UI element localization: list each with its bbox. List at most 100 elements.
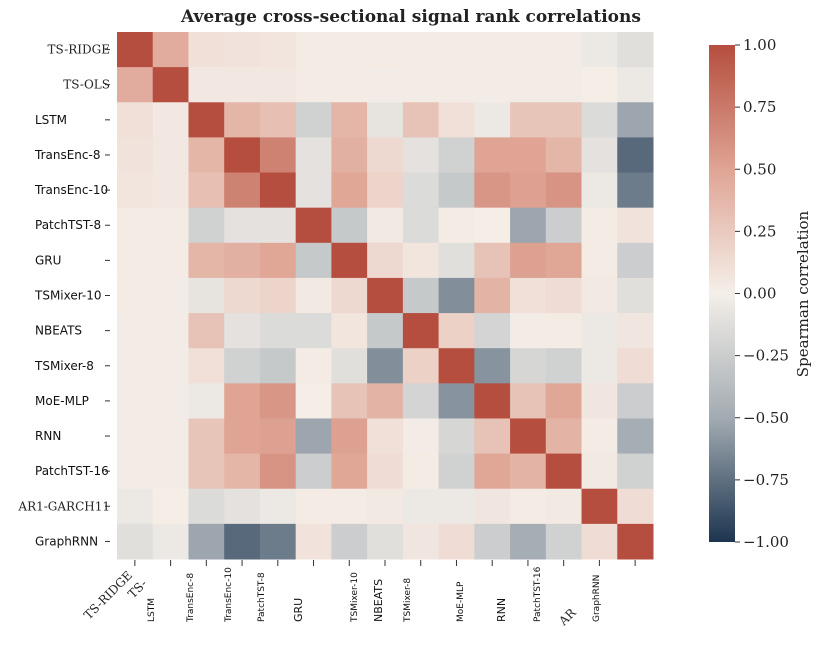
y-tick-label: MoE-MLP — [35, 394, 89, 408]
cell-2-3 — [224, 102, 261, 138]
cell-5-0 — [117, 207, 154, 244]
cell-0-14 — [617, 32, 654, 68]
cell-6-0 — [117, 242, 154, 279]
cell-8-14 — [617, 313, 654, 349]
y-tick-label: TSMixer-10 — [34, 289, 102, 303]
cell-14-2 — [188, 523, 225, 560]
cell-13-9 — [438, 488, 475, 525]
cell-2-14 — [617, 102, 654, 138]
cell-3-1 — [152, 137, 189, 174]
cell-14-13 — [581, 523, 618, 560]
cell-10-3 — [224, 383, 261, 419]
cell-7-3 — [224, 277, 261, 314]
cell-8-13 — [581, 313, 618, 349]
cell-13-1 — [152, 488, 189, 525]
cell-12-4 — [259, 453, 297, 490]
cell-7-14 — [617, 277, 654, 314]
colorbar-tick-label: −0.75 — [743, 471, 789, 489]
cell-3-10 — [474, 137, 511, 174]
cell-12-10 — [474, 453, 511, 490]
cell-5-2 — [188, 207, 225, 244]
cell-12-14 — [617, 453, 654, 490]
cell-5-12 — [545, 207, 583, 244]
cell-1-6 — [331, 67, 368, 103]
cell-5-5 — [295, 207, 332, 244]
cell-4-13 — [581, 172, 618, 209]
x-tick-label: TSMixer-10 — [350, 572, 360, 623]
x-tick-label: MoE-MLP — [456, 581, 466, 622]
cell-1-0 — [117, 67, 154, 103]
colorbar-ticks: 1.00 0.75 0.50 0.25 0.00 −0.25 −0.50 −0.75 −1.00 — [735, 36, 789, 551]
y-tick-label: TransEnc-10 — [34, 183, 108, 197]
x-tick-label: PatchTST-16 — [533, 566, 543, 622]
cell-14-5 — [295, 523, 332, 560]
cell-1-2 — [188, 67, 225, 103]
heatmap-cells — [117, 32, 654, 560]
x-tick-label: PatchTST-8 — [257, 572, 267, 622]
cell-13-0 — [117, 488, 154, 525]
cell-4-6 — [331, 172, 368, 209]
cell-0-13 — [581, 32, 618, 68]
cell-4-2 — [188, 172, 225, 209]
cell-12-1 — [152, 453, 189, 490]
y-tick-label: GraphRNN — [35, 534, 98, 548]
cell-5-1 — [152, 207, 189, 244]
cell-9-1 — [152, 348, 189, 384]
cell-14-1 — [152, 523, 189, 560]
x-tick-label: TSMixer-8 — [403, 578, 413, 623]
cell-11-6 — [331, 418, 368, 455]
cell-2-0 — [117, 102, 154, 138]
cell-10-4 — [259, 383, 297, 419]
cell-11-12 — [545, 418, 583, 455]
cell-3-12 — [545, 137, 583, 174]
cell-2-13 — [581, 102, 618, 138]
cell-13-11 — [510, 488, 547, 525]
cell-9-10 — [474, 348, 511, 384]
cell-1-11 — [510, 67, 547, 103]
cell-7-1 — [152, 277, 189, 314]
cell-7-7 — [367, 277, 404, 314]
cell-8-8 — [402, 313, 440, 349]
cell-1-1 — [152, 67, 189, 103]
cell-10-8 — [402, 383, 440, 419]
cell-4-3 — [224, 172, 261, 209]
cell-12-8 — [402, 453, 440, 490]
x-tick-label: RNN — [495, 598, 508, 622]
cell-3-13 — [581, 137, 618, 174]
cell-14-9 — [438, 523, 475, 560]
cell-12-11 — [510, 453, 547, 490]
x-tick-label: TransEnc-8 — [186, 573, 196, 623]
cell-13-2 — [188, 488, 225, 525]
cell-5-4 — [259, 207, 297, 244]
cell-8-12 — [545, 313, 583, 349]
colorbar-label: Spearman correlation — [794, 210, 812, 377]
cell-0-3 — [224, 32, 261, 68]
cell-13-10 — [474, 488, 511, 525]
cell-0-11 — [510, 32, 547, 68]
cell-10-11 — [510, 383, 547, 419]
cell-12-0 — [117, 453, 154, 490]
cell-5-11 — [510, 207, 547, 244]
cell-7-4 — [259, 277, 297, 314]
x-tick-label: TS-RIDGE — [81, 568, 135, 622]
cell-9-5 — [295, 348, 332, 384]
cell-6-13 — [581, 242, 618, 279]
cell-5-14 — [617, 207, 654, 244]
cell-10-12 — [545, 383, 583, 419]
cell-0-6 — [331, 32, 368, 68]
cell-13-6 — [331, 488, 368, 525]
cell-11-3 — [224, 418, 261, 455]
cell-13-4 — [259, 488, 297, 525]
y-tick-label: TSMixer-8 — [34, 359, 94, 373]
y-tick-label: LSTM — [35, 113, 67, 127]
cell-3-3 — [224, 137, 261, 174]
cell-0-0 — [117, 32, 154, 68]
cell-8-5 — [295, 313, 332, 349]
cell-6-12 — [545, 242, 583, 279]
cell-4-8 — [402, 172, 440, 209]
cell-4-12 — [545, 172, 583, 209]
cell-13-5 — [295, 488, 332, 525]
colorbar-tick-label: 0.50 — [743, 160, 776, 178]
cell-7-9 — [438, 277, 475, 314]
